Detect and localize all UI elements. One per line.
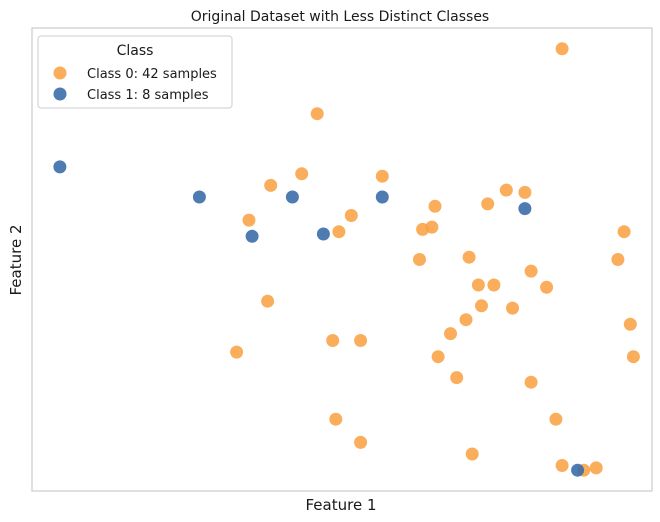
legend: Class Class 0: 42 samples Class 1: 8 sam… bbox=[37, 35, 233, 109]
legend-label-class-0: Class 0: 42 samples bbox=[87, 67, 217, 82]
scatter-point-class-0 bbox=[487, 278, 501, 292]
scatter-point-class-0 bbox=[344, 209, 358, 222]
scatter-point-class-0 bbox=[611, 253, 625, 266]
x-axis-label: Feature 1 bbox=[306, 496, 377, 514]
scatter-point-class-0 bbox=[242, 213, 256, 227]
scatter-point-class-0 bbox=[524, 264, 538, 278]
scatter-point-class-0 bbox=[375, 169, 389, 183]
scatter-point-class-1 bbox=[192, 190, 206, 204]
scatter-point-class-0 bbox=[506, 301, 519, 315]
scatter-point-class-0 bbox=[589, 461, 603, 475]
legend-marker-class-0 bbox=[53, 66, 67, 80]
scatter-point-class-0 bbox=[416, 222, 430, 236]
y-axis-label: Feature 2 bbox=[7, 225, 25, 296]
scatter-point-class-0 bbox=[310, 107, 324, 121]
scatter-point-class-0 bbox=[481, 197, 495, 211]
scatter-point-class-0 bbox=[413, 253, 426, 266]
scatter-point-class-0 bbox=[230, 345, 244, 359]
scatter-point-class-0 bbox=[329, 412, 343, 426]
scatter-point-class-0 bbox=[518, 185, 532, 199]
scatter-point-class-0 bbox=[626, 350, 640, 364]
scatter-point-class-1 bbox=[375, 190, 389, 204]
scatter-point-class-0 bbox=[555, 459, 569, 472]
points-layer bbox=[53, 42, 640, 477]
scatter-point-class-0 bbox=[354, 334, 368, 347]
scatter-point-class-1 bbox=[245, 229, 259, 243]
legend-marker-class-1 bbox=[53, 87, 67, 101]
scatter-point-class-0 bbox=[462, 250, 476, 264]
scatter-point-class-0 bbox=[623, 317, 637, 331]
scatter-point-class-0 bbox=[475, 299, 488, 313]
scatter-point-class-0 bbox=[555, 42, 569, 56]
scatter-point-class-0 bbox=[261, 294, 275, 308]
scatter-point-class-1 bbox=[518, 202, 532, 216]
scatter-point-class-1 bbox=[571, 463, 585, 477]
scatter-point-class-0 bbox=[465, 447, 479, 461]
scatter-point-class-0 bbox=[431, 350, 445, 364]
scatter-point-class-0 bbox=[459, 313, 473, 327]
scatter-point-class-0 bbox=[295, 167, 309, 181]
scatter-point-class-1 bbox=[53, 160, 67, 174]
legend-title: Class bbox=[117, 43, 154, 59]
scatter-point-class-0 bbox=[326, 334, 340, 347]
scatter-point-class-0 bbox=[450, 371, 464, 385]
scatter-point-class-0 bbox=[549, 412, 563, 426]
scatter-point-class-1 bbox=[316, 227, 330, 241]
scatter-point-class-0 bbox=[428, 199, 442, 213]
scatter-point-class-0 bbox=[471, 278, 485, 292]
scatter-point-class-0 bbox=[617, 225, 631, 239]
scatter-point-class-0 bbox=[499, 183, 513, 197]
scatter-point-class-1 bbox=[285, 190, 299, 204]
scatter-point-class-0 bbox=[524, 375, 538, 389]
scatter-point-class-0 bbox=[332, 225, 346, 239]
scatter-point-class-0 bbox=[354, 435, 368, 449]
scatter-point-class-0 bbox=[540, 280, 554, 294]
scatter-point-class-0 bbox=[444, 327, 457, 341]
chart-title: Original Dataset with Less Distinct Clas… bbox=[191, 9, 489, 25]
legend-box bbox=[37, 35, 233, 109]
legend-label-class-1: Class 1: 8 samples bbox=[87, 88, 209, 103]
scatter-point-class-0 bbox=[264, 178, 278, 192]
